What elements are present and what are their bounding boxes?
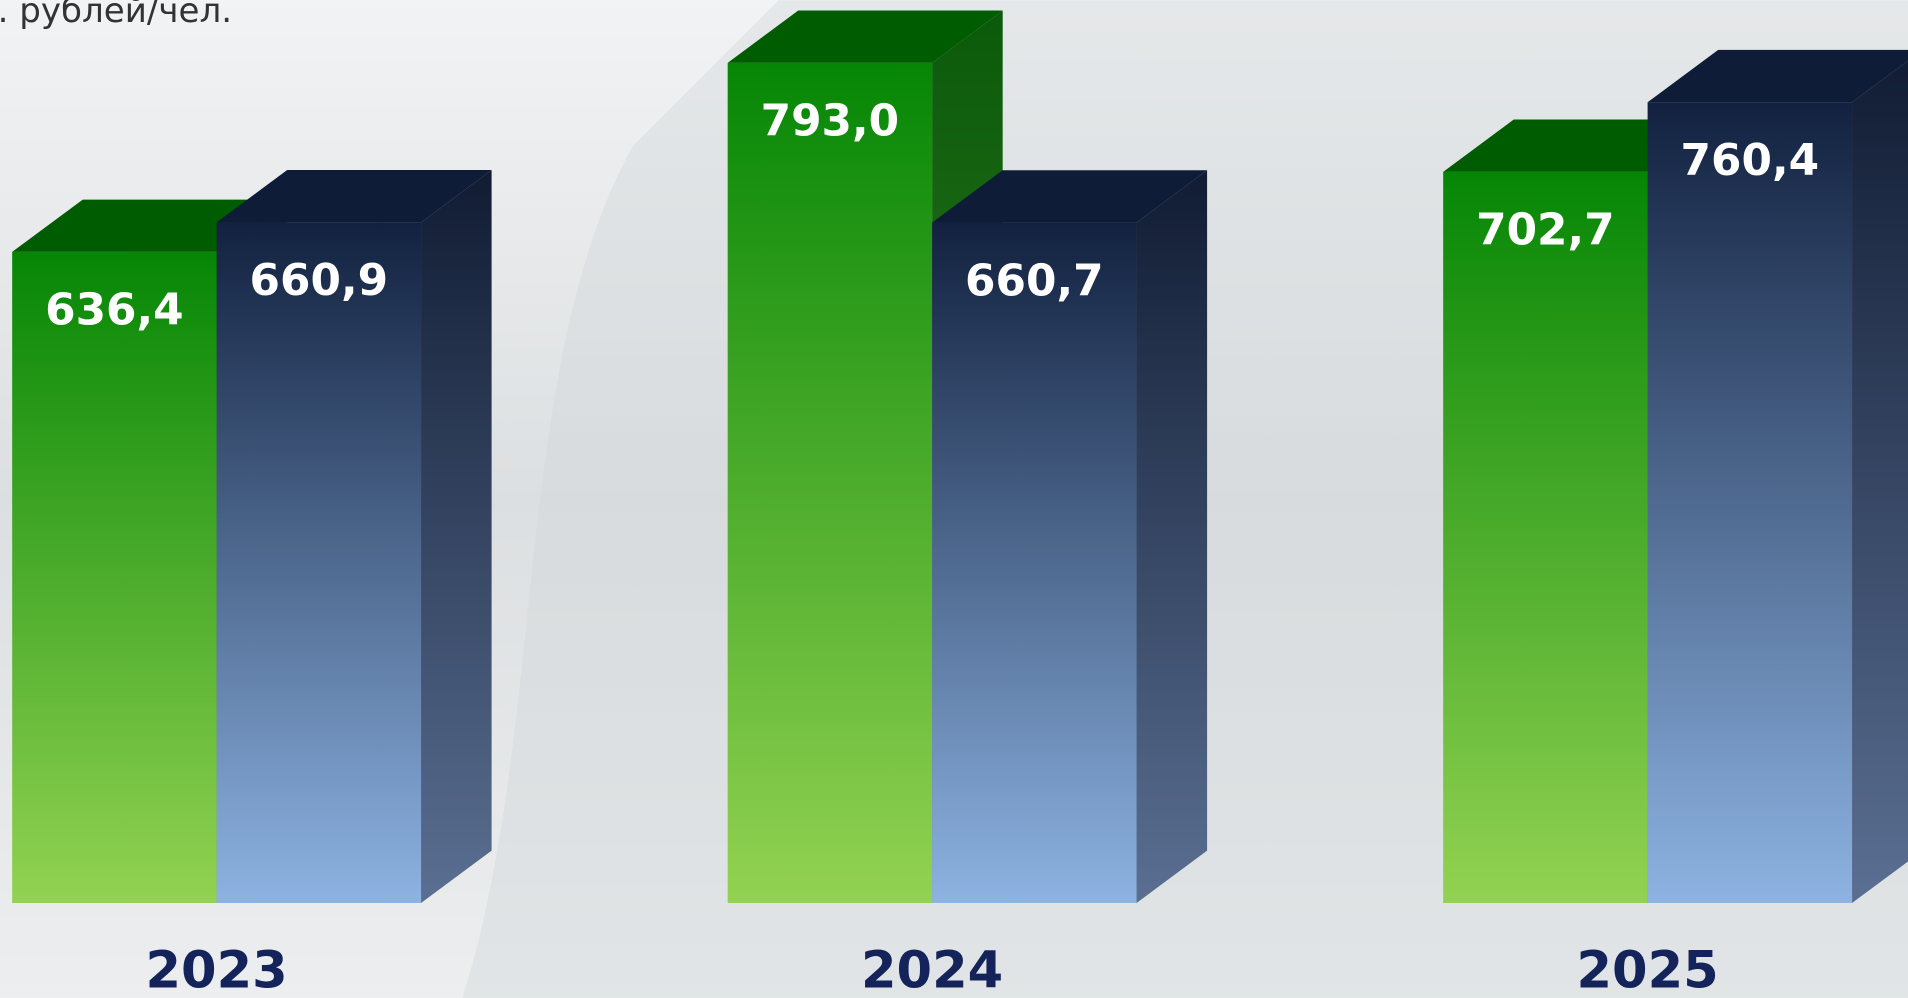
subtitle: . рублей/чел. (0, 0, 232, 31)
value-label: 793,0 (761, 96, 900, 147)
x-tick-label: 2024 (861, 942, 1003, 998)
bar (216, 169, 492, 903)
bar-top (932, 170, 1208, 223)
bar (1647, 49, 1908, 903)
x-tick-label: 2023 (145, 942, 287, 998)
bar-top (216, 169, 492, 223)
value-label: 660,9 (250, 255, 389, 306)
bar-side (421, 169, 492, 903)
bar-front (216, 222, 422, 903)
bar-front (727, 62, 933, 903)
bar (932, 170, 1208, 903)
value-label: 702,7 (1476, 205, 1615, 256)
bar-side (1136, 170, 1208, 903)
x-tick-label: 2025 (1576, 942, 1718, 998)
value-label: 660,7 (965, 255, 1104, 306)
value-label: 760,4 (1681, 135, 1820, 186)
value-label: 636,4 (45, 285, 184, 336)
bar-front (1443, 171, 1648, 903)
bar-front (932, 222, 1137, 903)
bar-top (1647, 49, 1908, 103)
bar-front (1647, 102, 1853, 903)
bar-side (1852, 60, 1908, 903)
bar-front (12, 251, 217, 903)
bar-top (727, 10, 1003, 63)
